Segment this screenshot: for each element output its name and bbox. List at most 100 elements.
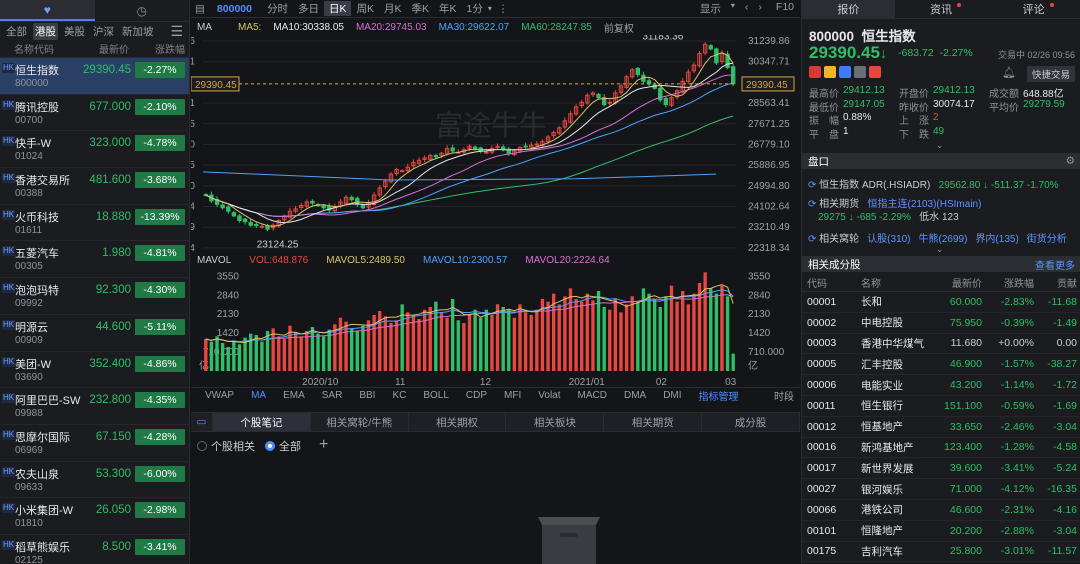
tab-futures[interactable]: 相关期货 bbox=[604, 413, 703, 431]
filter-related[interactable]: 个股相关 bbox=[197, 438, 255, 454]
quick-trade-button[interactable]: 快捷交易 bbox=[1026, 66, 1075, 82]
inline-link[interactable]: 界内(135) bbox=[975, 234, 1019, 245]
stock-row[interactable]: HK 五菱汽车 00305 1.980 -4.81% bbox=[0, 241, 189, 279]
tab-constituents[interactable]: 成分股 bbox=[702, 413, 800, 431]
table-row[interactable]: 00001 长和 60.000 -2.83% -11.68 bbox=[802, 292, 1080, 313]
adjust-dropdown[interactable]: 前复权 bbox=[603, 23, 634, 35]
period-tab[interactable]: 多日 bbox=[297, 3, 319, 15]
chevron-right-icon[interactable]: › bbox=[758, 1, 762, 13]
market-sg[interactable]: 新加坡 bbox=[122, 25, 154, 38]
stock-row[interactable]: HK 思摩尔国际 06969 67.150 -4.28% bbox=[0, 425, 189, 462]
market-cn[interactable]: 沪深 bbox=[93, 25, 114, 38]
tab-sectors[interactable]: 相关板块 bbox=[506, 413, 605, 431]
period-tab[interactable]: 1分 bbox=[466, 3, 483, 15]
view-more-link[interactable]: 查看更多 bbox=[1035, 260, 1075, 272]
expand-icon[interactable]: ⋮ bbox=[497, 2, 509, 15]
table-row[interactable]: 00006 电能实业 43.200 -1.14% -1.72 bbox=[802, 375, 1080, 396]
table-row[interactable]: 00016 新鸿基地产 123.400 -1.28% -4.58 bbox=[802, 438, 1080, 459]
indicator-item[interactable]: BOLL bbox=[423, 390, 449, 401]
panel-icon[interactable]: ▭ bbox=[191, 413, 213, 431]
table-row[interactable]: 00017 新世界发展 39.600 -3.41% -5.24 bbox=[802, 458, 1080, 480]
indicator-item[interactable]: KC bbox=[392, 390, 407, 401]
chevron-left-icon[interactable]: ‹ bbox=[744, 1, 749, 13]
header-pct[interactable]: 涨跌幅 bbox=[155, 45, 185, 56]
period-tab[interactable]: 周K bbox=[356, 3, 374, 15]
indicator-manage-button[interactable]: 指标管理 bbox=[698, 392, 739, 403]
col-code[interactable]: 代码 bbox=[807, 279, 827, 290]
tab-favorites[interactable]: ♥ bbox=[0, 0, 95, 21]
table-row[interactable]: 00003 香港中华煤气 11.680 +0.00% 0.00 bbox=[802, 334, 1080, 355]
indicator-item[interactable]: Volat bbox=[538, 390, 561, 401]
favorite-icon[interactable] bbox=[869, 66, 881, 78]
add-note-button[interactable]: + bbox=[319, 436, 329, 453]
table-row[interactable]: 00027 银河娱乐 71.000 -4.12% -16.35 bbox=[802, 479, 1080, 500]
stock-row[interactable]: HK 腾讯控股 00700 677.000 -2.10% bbox=[0, 95, 189, 132]
chevron-down-icon[interactable]: ⌄ bbox=[936, 140, 944, 150]
street-analysis-link[interactable]: 街货分析 bbox=[1026, 234, 1067, 245]
stock-row[interactable]: HK 明源云 00909 44.600 -5.11% bbox=[0, 315, 189, 352]
note-icon[interactable] bbox=[854, 66, 866, 78]
col-pct[interactable]: 涨跌幅 bbox=[1004, 279, 1034, 290]
tab-news[interactable]: 资讯 bbox=[895, 0, 988, 18]
table-row[interactable]: 00101 恒隆地产 20.200 -2.88% -3.04 bbox=[802, 521, 1080, 542]
tab-warrants[interactable]: 相关窝轮/牛熊 bbox=[311, 413, 409, 431]
stock-row[interactable]: HK 快手-W 01024 323.000 -4.78% bbox=[0, 131, 189, 169]
indicator-item[interactable]: CDP bbox=[465, 390, 488, 401]
tab-options[interactable]: 相关期权 bbox=[409, 413, 507, 431]
stock-row[interactable]: HK 美团-W 03690 352.400 -4.86% bbox=[0, 352, 189, 389]
indicator-item[interactable]: DMA bbox=[623, 390, 647, 401]
gear-icon[interactable]: ⚙ bbox=[1065, 155, 1075, 167]
indicator-item[interactable]: MFI bbox=[504, 390, 522, 401]
warrant-link[interactable]: 认股(310) bbox=[867, 234, 911, 245]
period-tab-active[interactable]: 日K bbox=[323, 1, 352, 16]
display-menu[interactable]: 显示 bbox=[699, 3, 721, 15]
table-row[interactable]: 00175 吉利汽车 25.800 -3.01% -11.57 bbox=[802, 542, 1080, 563]
tab-history[interactable]: ◷ bbox=[95, 0, 190, 21]
chevron-down-icon[interactable]: ▾ bbox=[487, 4, 492, 13]
adr-row[interactable]: ⟳ 恒生指数 ADR(.HSIADR) 29562.80 ↓ -511.37 -… bbox=[808, 180, 1059, 191]
table-row[interactable]: 00011 恒生银行 151.100 -0.59% -1.69 bbox=[802, 396, 1080, 417]
indicator-item[interactable]: DMI bbox=[663, 390, 682, 401]
stock-row[interactable]: HK 阿里巴巴-SW 09988 232.800 -4.35% bbox=[0, 388, 189, 425]
period-tab[interactable]: 月K bbox=[384, 3, 402, 15]
market-all[interactable]: 全部 bbox=[6, 25, 27, 38]
table-row[interactable]: 00066 港铁公司 46.600 -2.31% -4.16 bbox=[802, 500, 1080, 521]
alert-icon[interactable] bbox=[824, 66, 836, 78]
stock-row[interactable]: HK 农夫山泉 09633 53.300 -6.00% bbox=[0, 462, 189, 499]
table-row[interactable]: 00005 汇丰控股 46.900 -1.57% -38.27 bbox=[802, 354, 1080, 376]
indicator-item[interactable]: VWAP bbox=[205, 390, 235, 401]
indicator-item[interactable]: MACD bbox=[577, 390, 607, 401]
header-name[interactable]: 名称代码 bbox=[14, 45, 54, 56]
candlestick-chart[interactable]: 22318.34 22318.34 23210.49 23210.49 24102.64… bbox=[191, 35, 800, 253]
filter-all[interactable]: 全部 bbox=[265, 438, 301, 454]
stock-row[interactable]: HK 火币科技 01611 18.880 -13.39% bbox=[0, 205, 189, 242]
f10-button[interactable]: F10 bbox=[775, 1, 794, 13]
tab-quote[interactable]: 报价 bbox=[802, 0, 895, 18]
col-name[interactable]: 名称 bbox=[861, 279, 881, 290]
chevron-down-icon[interactable]: ⌄ bbox=[936, 244, 944, 254]
indicator-item[interactable]: EMA bbox=[283, 390, 305, 401]
stock-row[interactable]: HK 恒生指数 800000 29390.45 -2.27% bbox=[0, 58, 189, 95]
tab-notes[interactable]: 个股笔记 bbox=[213, 413, 311, 431]
hk-flag-icon[interactable] bbox=[809, 66, 821, 78]
indicator-item[interactable]: BBI bbox=[359, 390, 376, 401]
chevron-down-icon[interactable]: ▾ bbox=[730, 1, 735, 10]
table-row[interactable]: 00012 恒基地产 33.650 -2.46% -3.04 bbox=[802, 417, 1080, 438]
bell-icon[interactable]: 🔔︎ bbox=[1002, 67, 1016, 79]
stock-row[interactable]: HK 泡泡玛特 09992 92.300 -4.30% bbox=[0, 278, 189, 315]
futures-row[interactable]: ⟳ 相关期货 恒指主连(2103)(HSImain) 29275 ↓ -685 … bbox=[808, 199, 982, 223]
market-us[interactable]: 美股 bbox=[64, 25, 85, 38]
col-contrib[interactable]: 贡献 bbox=[1057, 279, 1077, 290]
market-hk[interactable]: 港股 bbox=[33, 22, 58, 40]
table-row[interactable]: 00002 中电控股 75.950 -0.39% -1.49 bbox=[802, 313, 1080, 334]
stock-row[interactable]: HK 小米集团-W 01810 26.050 -2.98% bbox=[0, 498, 189, 535]
col-price[interactable]: 最新价 bbox=[952, 279, 982, 290]
stock-row[interactable]: HK 稻草熊娱乐 02125 8.500 -3.41% bbox=[0, 535, 189, 564]
period-tab[interactable]: 季K bbox=[411, 3, 430, 15]
tab-comments[interactable]: 评论 bbox=[987, 0, 1080, 18]
session-button[interactable]: 时段 bbox=[774, 392, 794, 403]
menu-icon[interactable]: ☰ bbox=[170, 22, 183, 39]
cbbc-link[interactable]: 牛熊(2699) bbox=[918, 234, 968, 245]
share-icon[interactable] bbox=[839, 66, 851, 78]
